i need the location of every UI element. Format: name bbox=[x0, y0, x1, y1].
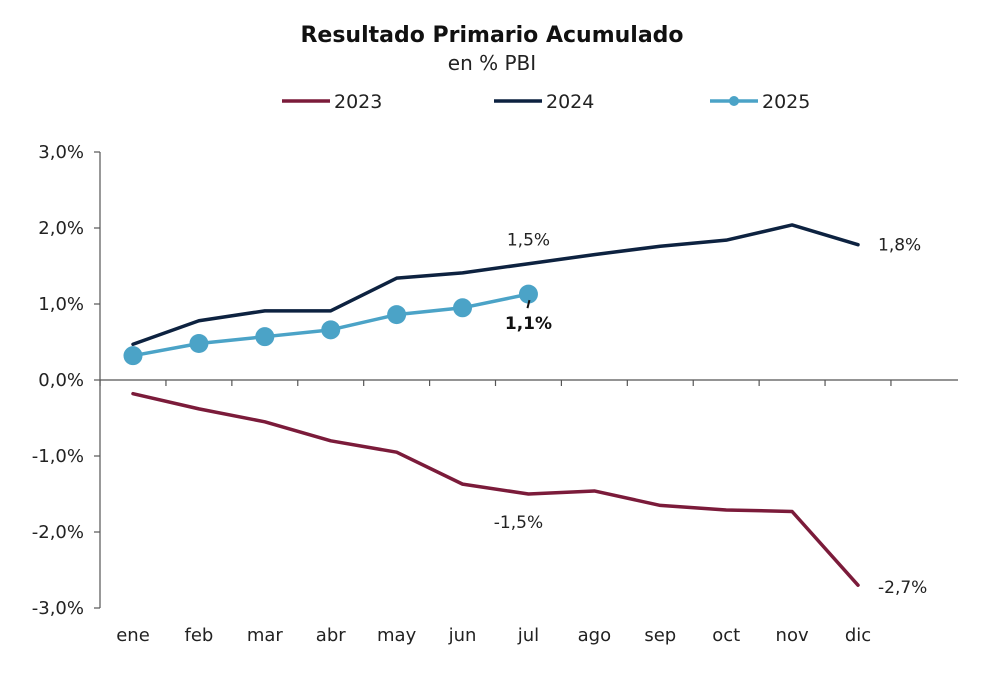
annotation-leader-2025-6 bbox=[526, 299, 531, 309]
legend-label-2023: 2023 bbox=[334, 91, 382, 113]
chart-title: Resultado Primario Acumulado bbox=[300, 23, 683, 48]
x-tick-label-may: may bbox=[377, 625, 417, 646]
data-label-2023-11: -2,7% bbox=[878, 578, 927, 598]
x-tick-label-ago: ago bbox=[578, 625, 611, 646]
x-tick-label-dic: dic bbox=[845, 625, 871, 646]
series-layer bbox=[123, 223, 860, 587]
x-tick-label-abr: abr bbox=[316, 625, 346, 646]
data-point-2025-ene bbox=[123, 346, 143, 366]
data-point-2025-jul bbox=[518, 284, 538, 304]
data-point-2025-feb bbox=[189, 334, 209, 354]
data-label-2024-6: 1,5% bbox=[507, 231, 550, 251]
data-point-2025-may bbox=[387, 305, 407, 325]
x-tick-label-mar: mar bbox=[247, 625, 284, 646]
y-tick-label: 1,0% bbox=[38, 294, 84, 315]
y-tick-label: -1,0% bbox=[32, 446, 84, 467]
data-label-2025-6: 1,1% bbox=[505, 314, 552, 334]
x-tick-label-sep: sep bbox=[644, 625, 676, 646]
data-label-2023-6: -1,5% bbox=[494, 513, 543, 533]
data-label-2024-11: 1,8% bbox=[878, 236, 921, 256]
y-tick-label: 0,0% bbox=[38, 370, 84, 391]
data-point-2025-jun bbox=[453, 298, 473, 318]
series-line-2023 bbox=[131, 391, 860, 587]
annotation-layer: 1,5% 1,8% -1,5% -2,7% 1,1% bbox=[494, 231, 928, 598]
legend: 2023 2024 2025 bbox=[282, 91, 810, 113]
x-tick-label-oct: oct bbox=[712, 625, 740, 646]
chart-subtitle: en % PBI bbox=[448, 51, 536, 75]
y-tick-label: -2,0% bbox=[32, 522, 84, 543]
y-tick-label: 2,0% bbox=[38, 218, 84, 239]
x-tick-label-feb: feb bbox=[184, 625, 213, 646]
legend-label-2024: 2024 bbox=[546, 91, 594, 113]
axes: 3,0% 2,0% 1,0% 0,0% -1,0% -2,0% -3,0% ene feb mar… bbox=[32, 142, 958, 646]
y-tick-label: -3,0% bbox=[32, 598, 84, 619]
legend-marker-2025 bbox=[729, 96, 739, 106]
legend-label-2025: 2025 bbox=[762, 91, 810, 113]
x-tick-label-jun: jun bbox=[448, 625, 477, 646]
series-line-2024 bbox=[131, 223, 860, 347]
data-point-2025-mar bbox=[255, 327, 275, 347]
x-tick-label-ene: ene bbox=[116, 625, 150, 646]
data-point-2025-abr bbox=[321, 320, 341, 340]
y-tick-label: 3,0% bbox=[38, 142, 84, 163]
x-tick-label-jul: jul bbox=[517, 625, 539, 646]
x-tick-label-nov: nov bbox=[776, 625, 809, 646]
